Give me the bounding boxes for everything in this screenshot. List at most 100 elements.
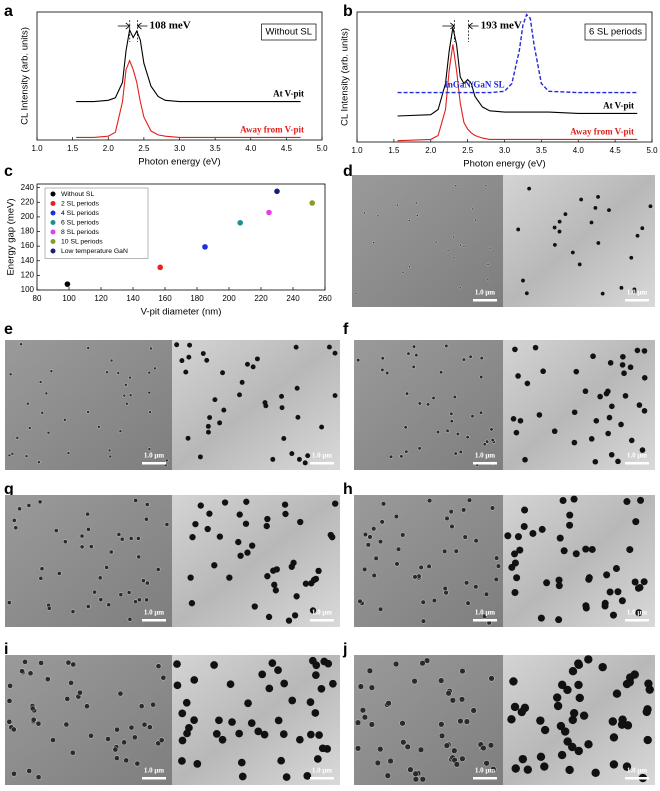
v-pit [136, 554, 141, 560]
v-pit [307, 730, 315, 739]
v-pit [313, 755, 322, 763]
v-pit [134, 760, 141, 767]
v-pit [242, 520, 250, 527]
v-pit [566, 511, 574, 519]
v-pit [24, 454, 29, 458]
v-pit [189, 534, 196, 541]
v-pit [490, 766, 497, 773]
v-pit [597, 393, 603, 400]
v-pit [363, 211, 366, 215]
v-pit [404, 743, 411, 750]
v-pit [609, 733, 619, 742]
v-pit [538, 525, 546, 533]
scale-bar [310, 462, 334, 465]
v-pit [479, 375, 484, 379]
v-pit [324, 659, 333, 668]
v-pit [332, 500, 339, 507]
scale-bar-label: 1.0 μm [475, 452, 495, 460]
v-pit [635, 233, 640, 238]
v-pit [63, 721, 70, 728]
splitting-label: 193 meV [481, 20, 522, 32]
v-pit [385, 700, 392, 707]
v-pit [556, 534, 564, 542]
v-pit [178, 709, 187, 718]
data-point [266, 209, 272, 216]
v-pit [212, 729, 221, 738]
v-pit [438, 732, 446, 739]
v-pit [217, 420, 223, 426]
panel-label: h [343, 481, 353, 498]
v-pit [47, 606, 52, 611]
v-pit [141, 721, 148, 728]
v-pit [445, 690, 452, 697]
v-pit [579, 711, 589, 720]
v-pit [559, 497, 567, 505]
v-pit [38, 380, 43, 384]
v-pit [551, 428, 558, 435]
v-pit [37, 499, 43, 505]
legend-label: Without SL [61, 191, 94, 198]
v-pit [35, 774, 42, 781]
v-pit [97, 575, 103, 581]
v-pit [471, 207, 475, 211]
v-pit [291, 612, 299, 619]
v-pit [132, 734, 138, 741]
v-pit [63, 539, 68, 544]
scale-bar [625, 619, 649, 622]
v-pit [270, 456, 276, 462]
v-pit [11, 770, 17, 777]
legend-label: 6 SL periods [61, 219, 100, 226]
v-pit [400, 739, 407, 746]
x-tick-label: 4.5 [610, 146, 622, 155]
v-pit [560, 547, 568, 555]
v-pit [279, 405, 285, 411]
v-pit [540, 725, 550, 735]
panel-label: b [343, 3, 353, 20]
v-pit [235, 729, 244, 738]
v-pit [79, 544, 85, 550]
v-pit [295, 414, 301, 420]
scale-bar [473, 777, 497, 780]
v-pit [458, 449, 463, 454]
y-tick-label: 200 [21, 212, 35, 221]
v-pit [462, 534, 468, 540]
v-pit [153, 366, 157, 371]
v-pit [571, 439, 578, 446]
scale-bar-label: 1.0 μm [627, 452, 647, 460]
v-pit [147, 371, 151, 375]
v-pit [426, 402, 431, 407]
v-pit [329, 679, 337, 688]
v-pit [574, 746, 583, 756]
v-pit [392, 660, 400, 668]
v-pit [303, 772, 312, 780]
v-pit [514, 533, 522, 541]
v-pit [200, 351, 206, 356]
v-pit [494, 555, 500, 561]
v-pit [138, 703, 145, 709]
v-pit [98, 597, 104, 602]
v-pit [600, 291, 605, 296]
v-pit [640, 226, 645, 231]
v-pit [279, 393, 284, 399]
v-pit [357, 683, 364, 690]
y-tick-label: 180 [21, 227, 35, 236]
v-pit [290, 559, 297, 566]
v-pit [632, 289, 637, 294]
v-pit [38, 660, 44, 666]
v-pit [389, 454, 393, 459]
v-pit [563, 212, 568, 217]
v-pit [490, 438, 495, 442]
v-pit [197, 502, 204, 509]
v-pit [362, 566, 368, 572]
v-pit [365, 542, 371, 548]
v-pit [524, 380, 531, 387]
v-pit [79, 533, 85, 539]
panel-label: f [343, 321, 349, 338]
x-tick-label: 3.0 [174, 144, 186, 153]
v-pit [521, 506, 529, 514]
v-pit [512, 346, 518, 353]
v-pit [70, 609, 76, 614]
v-pit [288, 696, 297, 705]
v-pit [486, 277, 490, 281]
v-pit [150, 701, 156, 708]
